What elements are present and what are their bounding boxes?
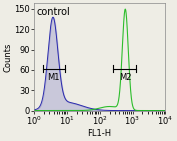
Text: M2: M2 [119, 73, 131, 82]
Text: control: control [36, 7, 70, 17]
Y-axis label: Counts: Counts [4, 42, 12, 72]
Text: M1: M1 [48, 73, 60, 82]
X-axis label: FL1-H: FL1-H [88, 129, 112, 137]
